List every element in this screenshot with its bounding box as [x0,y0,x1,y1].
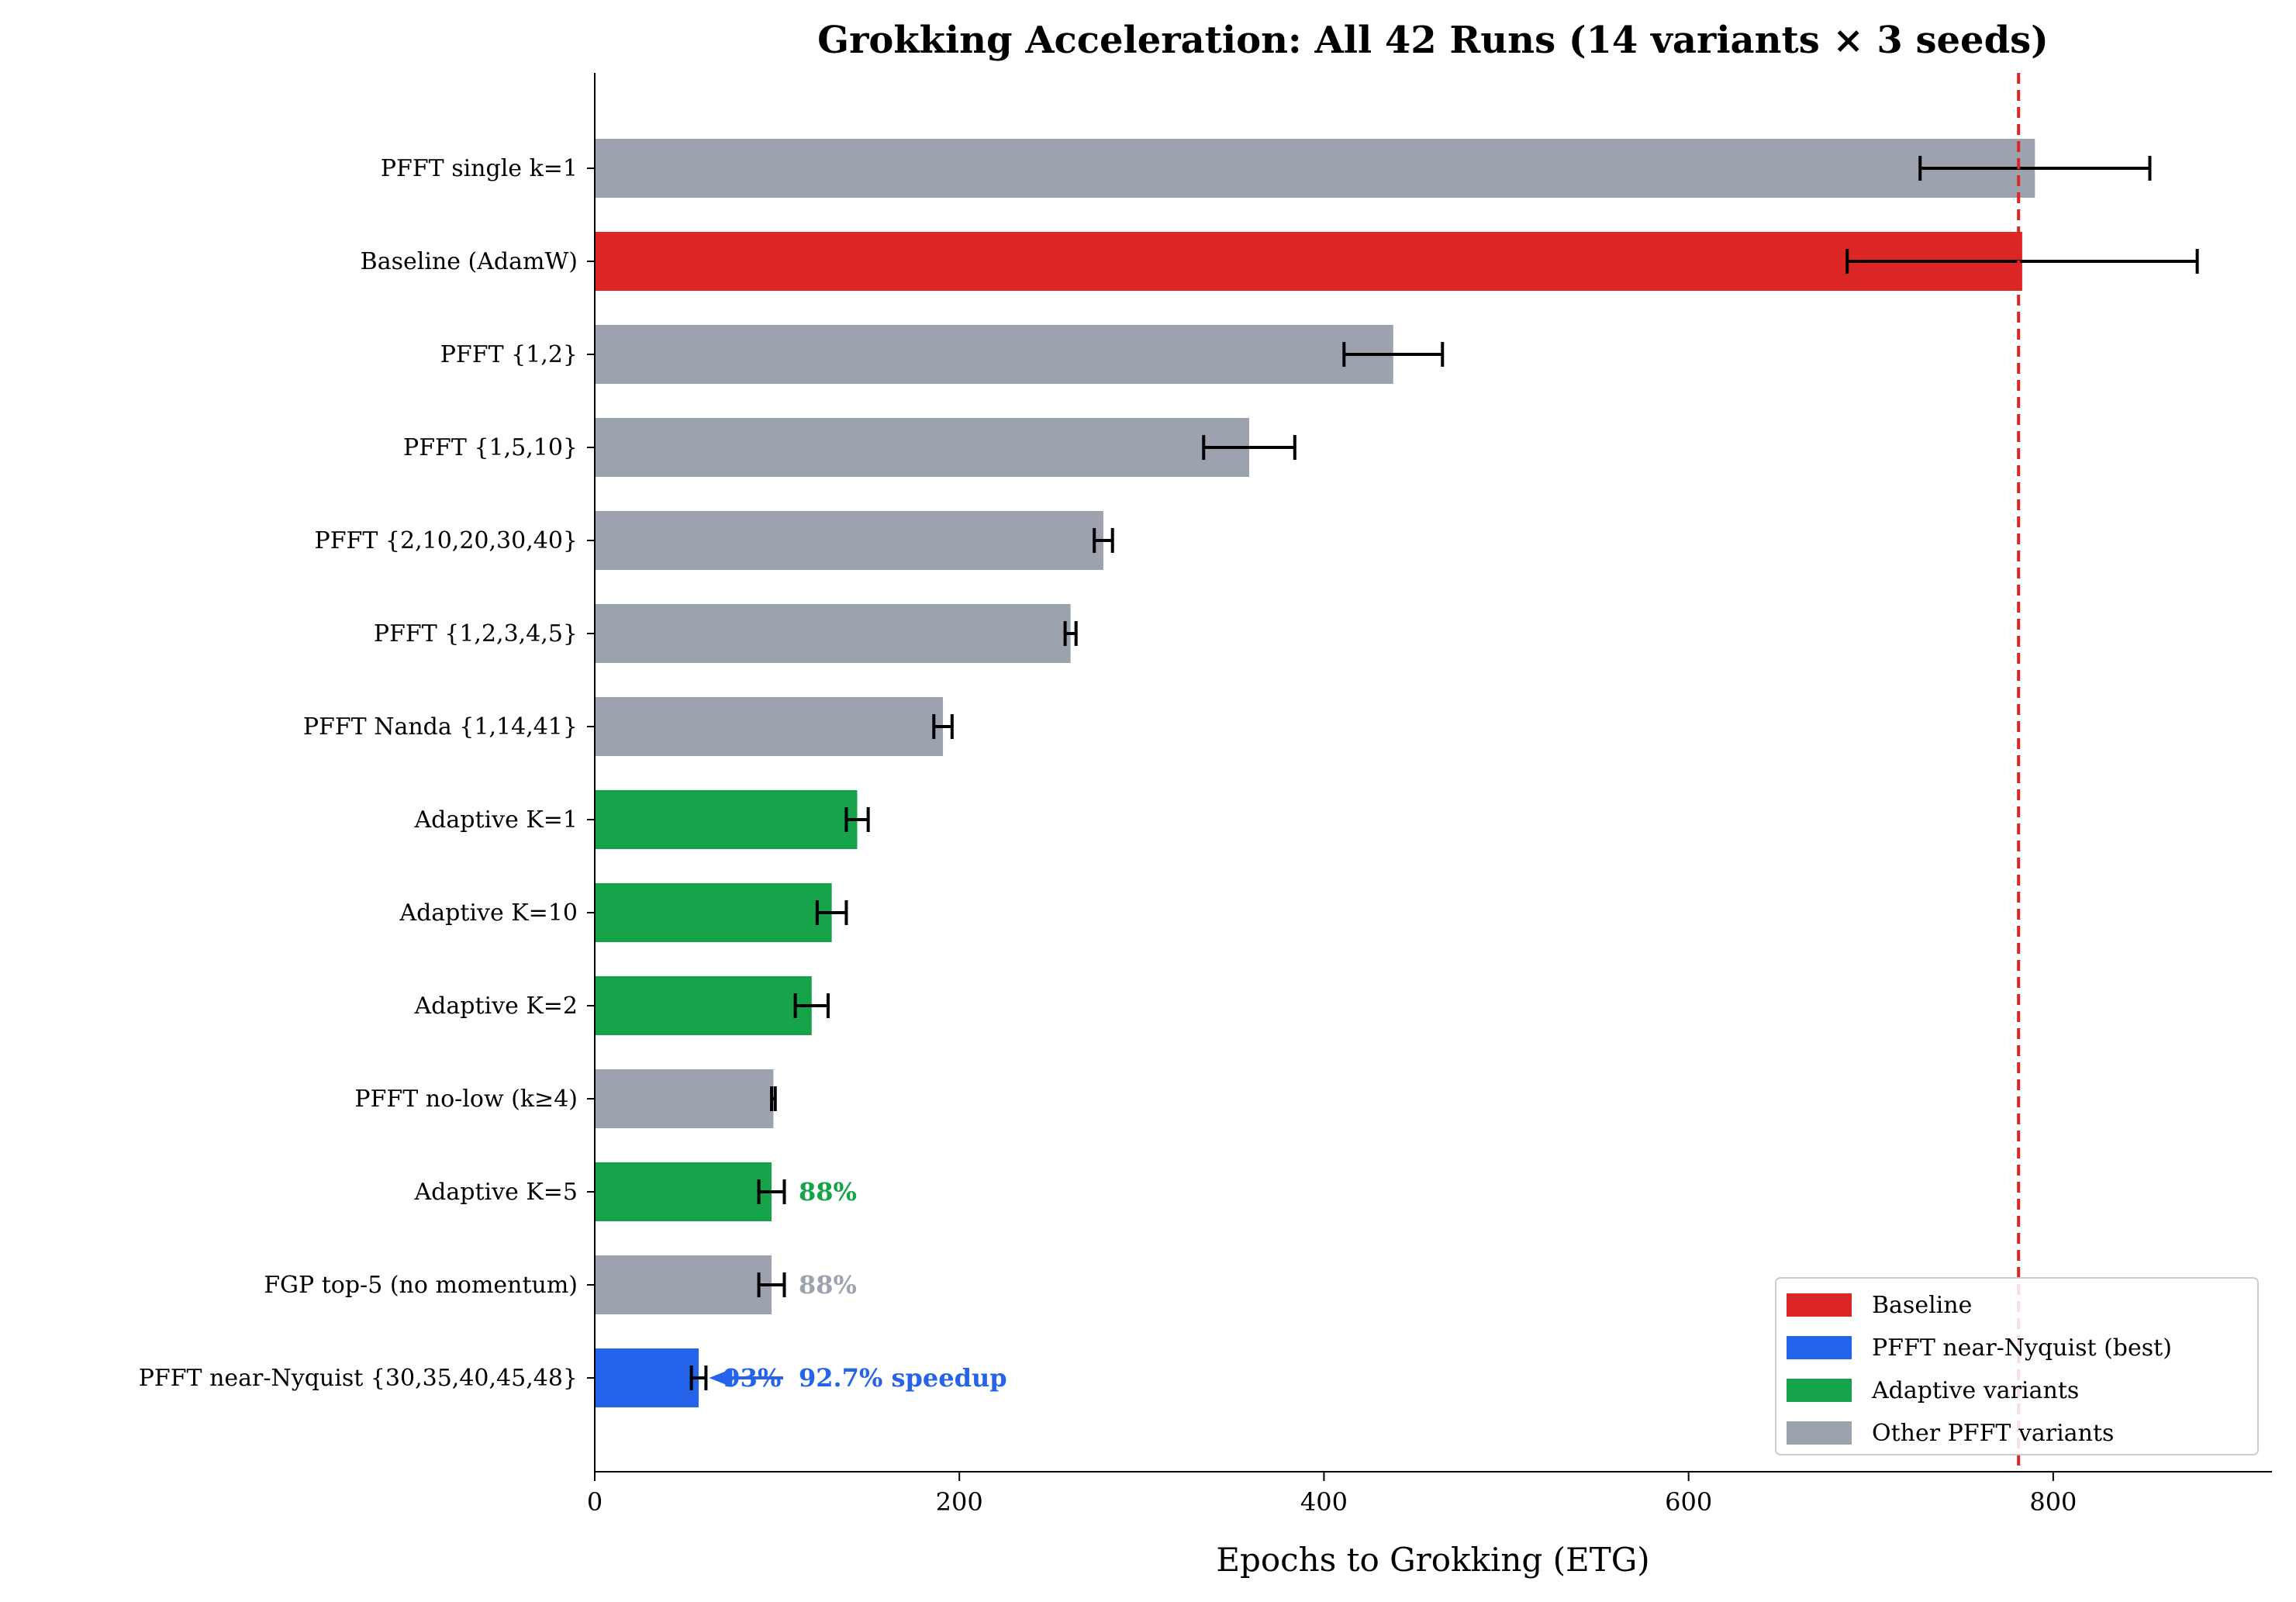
legend-label: Other PFFT variants [1872,1420,2114,1447]
bar [595,1255,772,1314]
percent-annotation: 88% [799,1177,857,1207]
legend-swatch [1787,1379,1852,1402]
y-tick-label: PFFT {1,2,3,4,5} [374,620,578,647]
bar [595,883,832,942]
legend-label: PFFT near-Nyquist (best) [1872,1334,2172,1362]
x-tick-label: 600 [1665,1487,1712,1517]
y-tick-label: Adaptive K=5 [414,1179,578,1206]
bar [595,604,1071,663]
y-tick-label: PFFT {2,10,20,30,40} [315,527,578,554]
x-tick-label: 400 [1300,1487,1348,1517]
chart-title: Grokking Acceleration: All 42 Runs (14 v… [817,19,2049,62]
bar [595,511,1103,570]
bar [595,325,1393,384]
y-tick-label: Adaptive K=10 [399,899,578,927]
plot-area: PFFT single k=1 Baseline (AdamW) PFFT {1,2… [139,73,2272,1517]
bar [595,790,858,849]
bar [595,697,944,756]
bar [595,1069,774,1128]
y-tick-label: PFFT near-Nyquist {30,35,40,45,48} [139,1365,578,1392]
legend-swatch [1787,1421,1852,1445]
legend-swatch [1787,1336,1852,1359]
legend [1775,1277,2259,1455]
x-axis-label: Epochs to Grokking (ETG) [1216,1541,1649,1579]
x-tick-label: 0 [587,1487,602,1517]
y-tick-label: PFFT no-low (k≥4) [354,1086,578,1113]
bar [595,418,1250,477]
y-tick-label: PFFT single k=1 [381,155,578,182]
arrow-head-icon [709,1369,733,1387]
y-tick-label: PFFT {1,2} [440,341,578,368]
x-tick-label: 200 [936,1487,983,1517]
y-tick-label: Adaptive K=1 [414,806,578,834]
y-tick-label: Adaptive K=2 [414,993,578,1020]
y-tick-label: PFFT Nanda {1,14,41} [303,713,578,741]
bar [595,1162,772,1221]
bar [595,1348,699,1407]
bar [595,232,2022,291]
legend-label: Baseline [1872,1292,1972,1319]
x-tick-label: 800 [2029,1487,2077,1517]
speedup-annotation: 92.7% speedup [799,1363,1007,1393]
y-tick-label: PFFT {1,5,10} [403,434,578,461]
percent-annotation: 88% [799,1270,857,1300]
bar [595,976,812,1035]
y-tick-label: Baseline (AdamW) [361,248,578,275]
bar [595,139,2035,198]
legend-swatch [1787,1293,1852,1317]
y-tick-label: FGP top-5 (no momentum) [264,1272,578,1299]
legend-label: Adaptive variants [1871,1377,2079,1404]
